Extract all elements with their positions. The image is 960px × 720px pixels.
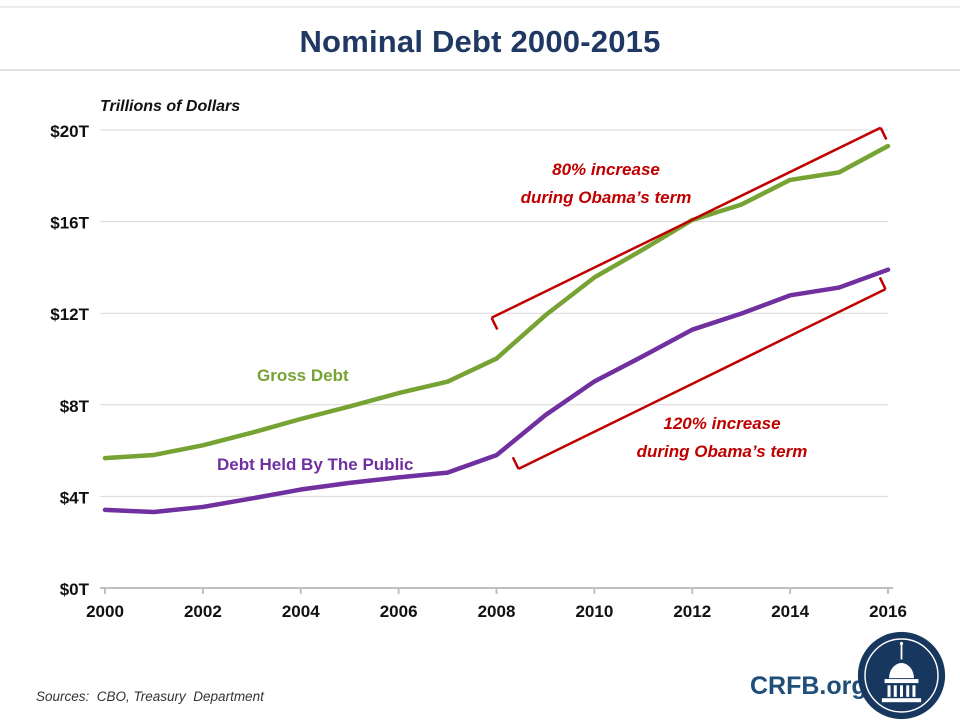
annotation-80-line1: 80% increase bbox=[552, 160, 660, 179]
annotation-120-percent: 120% increase during Obama’s term bbox=[637, 410, 808, 466]
gross-debt-label: Gross Debt bbox=[257, 366, 349, 385]
annotation-80-line2: during Obama’s term bbox=[520, 188, 692, 207]
y-tick-label: $16T bbox=[50, 214, 89, 233]
x-tick-label: 2002 bbox=[184, 602, 222, 621]
x-tick-label: 2004 bbox=[282, 602, 320, 621]
x-tick-label: 2008 bbox=[478, 602, 516, 621]
title-divider bbox=[0, 69, 960, 71]
y-tick-label: $0T bbox=[60, 580, 90, 599]
bracket-line-1 bbox=[517, 288, 887, 471]
sources-note: Sources: CBO, Treasury Department Data P… bbox=[36, 644, 264, 720]
bracket-end-tick bbox=[879, 127, 888, 140]
annotation-120-line1: 120% increase bbox=[663, 414, 781, 433]
x-tick-label: 2006 bbox=[380, 602, 418, 621]
series-line-debt-held-by-the-public bbox=[102, 267, 891, 515]
x-tick-label: 2016 bbox=[869, 602, 907, 621]
chart-title: Nominal Debt 2000-2015 bbox=[299, 24, 661, 59]
y-tick-label: $8T bbox=[60, 397, 90, 416]
annotation-80-percent: 80% increase during Obama’s term bbox=[521, 156, 692, 212]
x-tick-label: 2014 bbox=[771, 602, 809, 621]
x-tick-label: 2012 bbox=[673, 602, 711, 621]
bracket-line-0 bbox=[491, 126, 882, 319]
bracket-end-tick bbox=[878, 276, 887, 290]
y-tick-label: $12T bbox=[50, 305, 89, 324]
series-line-gross-debt bbox=[102, 143, 891, 461]
x-tick-label: 2010 bbox=[575, 602, 613, 621]
annotation-120-line2: during Obama’s term bbox=[636, 442, 808, 461]
crfb-brand-text: CRFB.org bbox=[750, 672, 867, 700]
y-tick-label: $20T bbox=[50, 122, 89, 141]
top-divider bbox=[0, 6, 960, 8]
sources-line-1: Sources: CBO, Treasury Department bbox=[36, 689, 264, 704]
bracket-end-tick bbox=[511, 456, 520, 470]
y-axis-unit-label: Trillions of Dollars bbox=[100, 98, 241, 115]
bracket-end-tick bbox=[490, 317, 499, 331]
y-tick-label: $4T bbox=[60, 488, 90, 507]
public-debt-label: Debt Held By The Public bbox=[217, 455, 414, 474]
crfb-capitol-logo-icon bbox=[857, 631, 946, 720]
x-tick-label: 2000 bbox=[86, 602, 124, 621]
